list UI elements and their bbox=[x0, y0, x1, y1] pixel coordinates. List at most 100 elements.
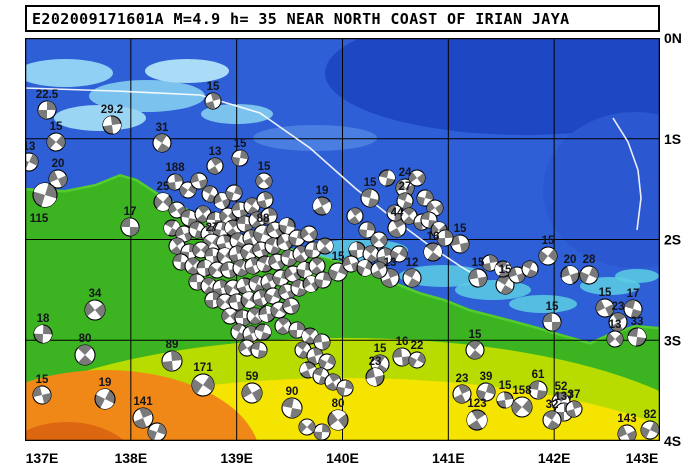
focal-mechanism-beachball bbox=[370, 261, 388, 279]
depth-label: 20 bbox=[564, 254, 577, 266]
focal-mechanism-beachball bbox=[204, 92, 222, 110]
focal-mechanism-beachball bbox=[387, 218, 407, 238]
focal-mechanism-beachball bbox=[166, 173, 184, 191]
depth-label: 15 bbox=[546, 301, 559, 313]
focal-mechanism-beachball bbox=[250, 341, 268, 359]
depth-label: 141 bbox=[133, 396, 153, 408]
y-axis-label: 4S bbox=[664, 433, 681, 449]
y-axis-label: 2S bbox=[664, 232, 681, 248]
focal-mechanism-beachball bbox=[153, 192, 173, 212]
depth-label: 137 bbox=[554, 391, 573, 403]
map-area: 22.5 15 29.2 31 15 13 20 115 13 15 15 17 25 188 27 88 34… bbox=[25, 38, 660, 441]
depth-label: 33 bbox=[631, 316, 644, 328]
focal-mechanism-beachball bbox=[37, 100, 57, 120]
focal-mechanism-beachball bbox=[408, 351, 426, 369]
plate-boundary-line bbox=[25, 87, 484, 281]
depth-label: 16 bbox=[396, 336, 409, 348]
x-axis-label: 137E bbox=[26, 450, 59, 466]
focal-mechanism-beachball bbox=[623, 299, 643, 319]
depth-label: 15 bbox=[258, 161, 271, 173]
focal-mechanism-beachball bbox=[386, 204, 404, 222]
depth-label: 15 bbox=[499, 264, 512, 276]
bathymetry-shade bbox=[89, 80, 205, 112]
focal-mechanism-beachball bbox=[288, 321, 306, 339]
focal-mechanism-beachball bbox=[32, 182, 58, 208]
shallow-water bbox=[615, 269, 659, 283]
depth-label: 28 bbox=[583, 254, 596, 266]
x-axis-label: 140E bbox=[326, 450, 359, 466]
focal-mechanism-beachball bbox=[423, 242, 443, 262]
depth-label: 17 bbox=[124, 206, 137, 218]
depth-label: 20 bbox=[52, 158, 65, 170]
depth-label: 13 bbox=[209, 146, 222, 158]
focal-mechanism-beachball bbox=[560, 265, 580, 285]
focal-mechanism-beachball bbox=[256, 191, 274, 209]
depth-label: 15 bbox=[469, 329, 482, 341]
depth-label: 80 bbox=[79, 333, 92, 345]
focal-mechanism-beachball bbox=[308, 257, 326, 275]
depth-label: 27 bbox=[399, 181, 412, 193]
focal-mechanism-beachball bbox=[241, 382, 263, 404]
focal-mechanism-beachball bbox=[511, 396, 533, 418]
focal-mechanism-beachball bbox=[190, 172, 208, 190]
focal-mechanism-beachball bbox=[360, 188, 380, 208]
plate-boundary-line bbox=[612, 117, 642, 231]
focal-mechanism-beachball bbox=[328, 262, 348, 282]
x-axis-label: 142E bbox=[538, 450, 571, 466]
focal-mechanism-beachball bbox=[191, 373, 215, 397]
focal-mechanism-beachball bbox=[254, 323, 272, 341]
y-axis-label: 1S bbox=[664, 131, 681, 147]
y-axis-label: 0N bbox=[664, 30, 682, 46]
depth-label: 15 bbox=[374, 343, 387, 355]
focal-mechanism-beachball bbox=[346, 207, 364, 225]
depth-label: 13 bbox=[609, 319, 622, 331]
focal-mechanism-beachball bbox=[94, 388, 116, 410]
focal-mechanism-beachball bbox=[390, 245, 408, 263]
focal-mechanism-beachball bbox=[299, 361, 317, 379]
depth-label: 15 bbox=[332, 251, 345, 263]
focal-mechanism-beachball bbox=[595, 298, 615, 318]
focal-mechanism-beachball bbox=[450, 234, 470, 254]
elevation-shade bbox=[25, 370, 260, 441]
depth-label: 22 bbox=[411, 340, 424, 352]
depth-label: 171 bbox=[193, 362, 213, 374]
focal-mechanism-beachball bbox=[370, 231, 388, 249]
focal-mechanism-beachball bbox=[538, 246, 558, 266]
depth-label: 15 bbox=[499, 380, 512, 392]
depth-label: 15 bbox=[207, 81, 220, 93]
focal-mechanism-beachball bbox=[608, 312, 628, 332]
y-axis-label: 3S bbox=[664, 332, 681, 348]
focal-mechanism-beachball bbox=[365, 367, 385, 387]
focal-mechanism-beachball bbox=[313, 333, 331, 351]
focal-mechanism-beachball bbox=[33, 324, 53, 344]
focal-mechanism-beachball bbox=[268, 253, 286, 271]
focal-mechanism-beachball bbox=[25, 152, 39, 172]
x-axis-label: 141E bbox=[432, 450, 465, 466]
focal-mechanism-beachball bbox=[396, 192, 414, 210]
focal-mechanism-beachball bbox=[495, 275, 515, 295]
depth-label: 15 bbox=[472, 257, 485, 269]
focal-mechanism-beachball bbox=[466, 409, 488, 431]
depth-label: 24 bbox=[399, 167, 412, 179]
focal-mechanism-beachball bbox=[281, 397, 303, 419]
depth-label: 31 bbox=[156, 122, 169, 134]
focal-mechanism-beachball bbox=[565, 400, 583, 418]
focal-mechanism-beachball bbox=[282, 297, 300, 315]
focal-mechanism-beachball bbox=[255, 172, 273, 190]
focal-mechanism-beachball bbox=[231, 149, 249, 167]
depth-label: 15 bbox=[599, 287, 612, 299]
focal-mechanism-beachball bbox=[221, 307, 239, 325]
focal-mechanism-beachball bbox=[640, 420, 660, 440]
shallow-water bbox=[399, 265, 487, 287]
depth-label: 13 bbox=[384, 257, 397, 269]
depth-label: 115 bbox=[30, 213, 49, 225]
focal-mechanism-beachball bbox=[313, 423, 331, 441]
focal-mechanism-beachball bbox=[481, 254, 499, 272]
bathymetry-shade bbox=[145, 59, 229, 83]
bathymetry-shade bbox=[25, 59, 113, 87]
focal-mechanism-beachball bbox=[132, 407, 154, 429]
depth-label: 188 bbox=[165, 162, 185, 174]
event-title: E202009171601A M=4.9 h= 35 NEAR NORTH CO… bbox=[25, 5, 660, 32]
focal-mechanism-beachball bbox=[147, 422, 167, 441]
